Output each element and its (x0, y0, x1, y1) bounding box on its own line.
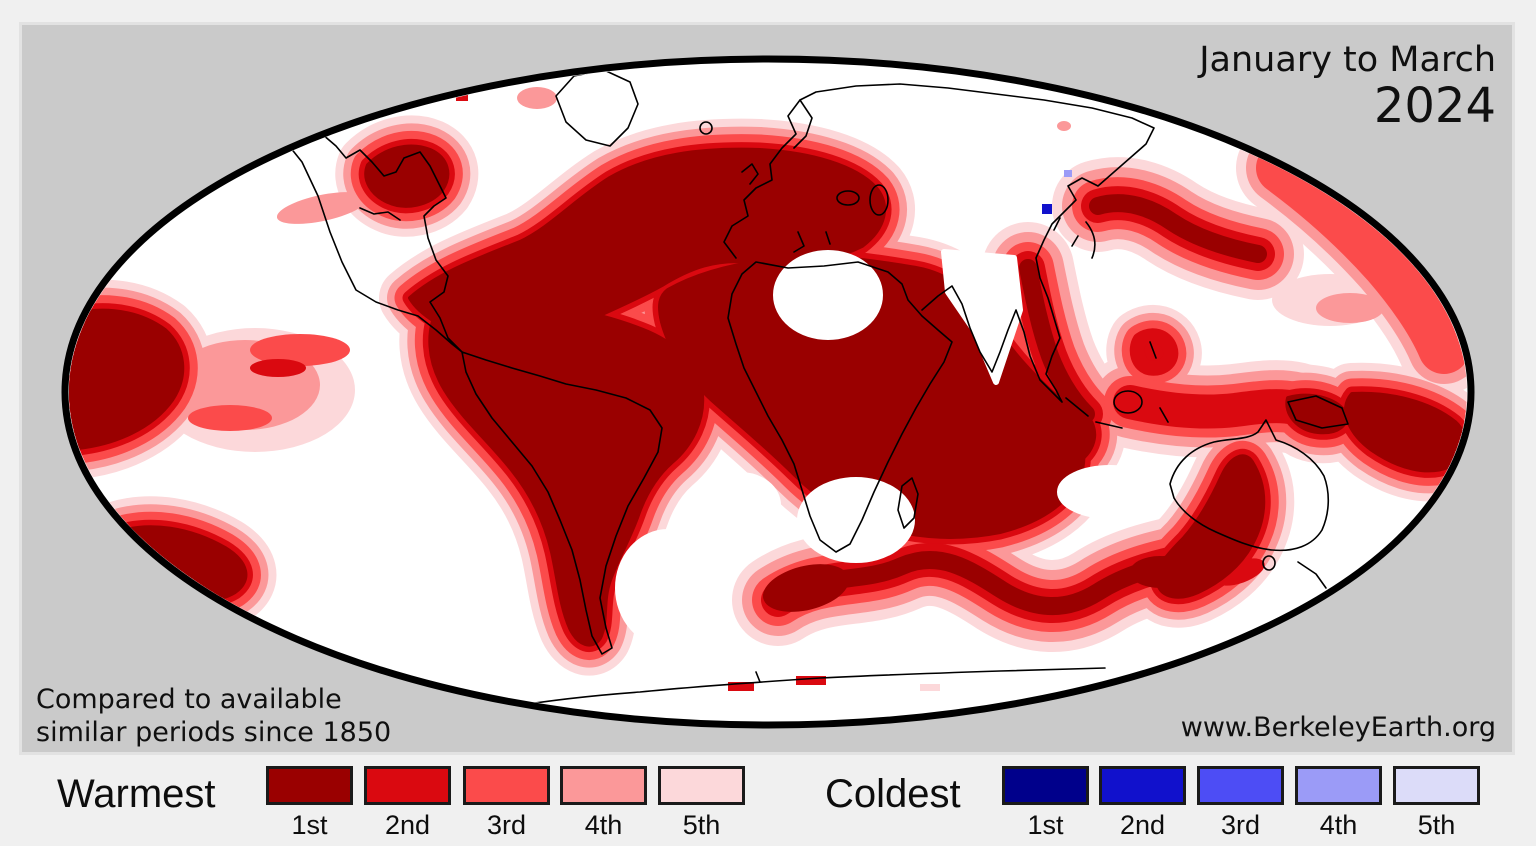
baseline-note-line2: similar periods since 1850 (36, 716, 392, 748)
coldest-swatch-5th: 5th (1393, 766, 1480, 841)
warmest-swatch-4th: 4th (560, 766, 647, 841)
coldest-rank-label-5th: 5th (1417, 810, 1456, 840)
coldest-swatch-2nd: 2nd (1099, 766, 1186, 841)
coldest-rank-label-4th: 4th (1319, 810, 1358, 840)
rank1-layer (69, 102, 1467, 647)
warmest-rank-label-4th: 4th (584, 810, 623, 840)
warmest-color-4th (560, 766, 647, 805)
attribution-url: www.BerkeleyEarth.org (1180, 712, 1496, 743)
title-period: January to March (1199, 40, 1496, 80)
warmest-color-2nd (364, 766, 451, 805)
warmest-color-3rd (463, 766, 550, 805)
cold-anomaly-cells (1042, 170, 1072, 214)
warmest-color-5th (658, 766, 745, 805)
coldest-swatch-3rd: 3rd (1197, 766, 1284, 841)
warmest-rank-label-3rd: 3rd (486, 810, 527, 840)
coldest-rank-label-3rd: 3rd (1220, 810, 1261, 840)
warmest-swatch-1st: 1st (266, 766, 353, 841)
coldest-color-4th (1295, 766, 1382, 805)
coastlines (207, 69, 1353, 715)
baseline-note-line1: Compared to available (36, 684, 342, 715)
title-year: 2024 (1373, 78, 1496, 135)
world-map (61, 55, 1475, 729)
coldest-color-5th (1393, 766, 1480, 805)
warmest-swatch-5th: 5th (658, 766, 745, 841)
warmest-swatch-3rd: 3rd (463, 766, 550, 841)
coldest-color-3rd (1197, 766, 1284, 805)
legend-warmest-label: Warmest (57, 772, 216, 816)
coldest-swatch-4th: 4th (1295, 766, 1382, 841)
coldest-color-1st (1002, 766, 1089, 805)
warmest-rank-label-5th: 5th (682, 810, 721, 840)
warmest-color-1st (266, 766, 353, 805)
coldest-rank-label-2nd: 2nd (1119, 810, 1166, 840)
map-title: January to March 2024 (1199, 40, 1496, 133)
warmest-swatch-2nd: 2nd (364, 766, 451, 841)
warmest-rank-label-1st: 1st (291, 810, 328, 840)
coldest-swatch-1st: 1st (1002, 766, 1089, 841)
warm-anomaly-regions (69, 69, 1467, 715)
legend-coldest-label: Coldest (825, 772, 961, 816)
coldest-color-2nd (1099, 766, 1186, 805)
warmest-rank-label-2nd: 2nd (384, 810, 431, 840)
baseline-note: Compared to available similar periods si… (36, 684, 391, 750)
coldest-rank-label-1st: 1st (1027, 810, 1064, 840)
